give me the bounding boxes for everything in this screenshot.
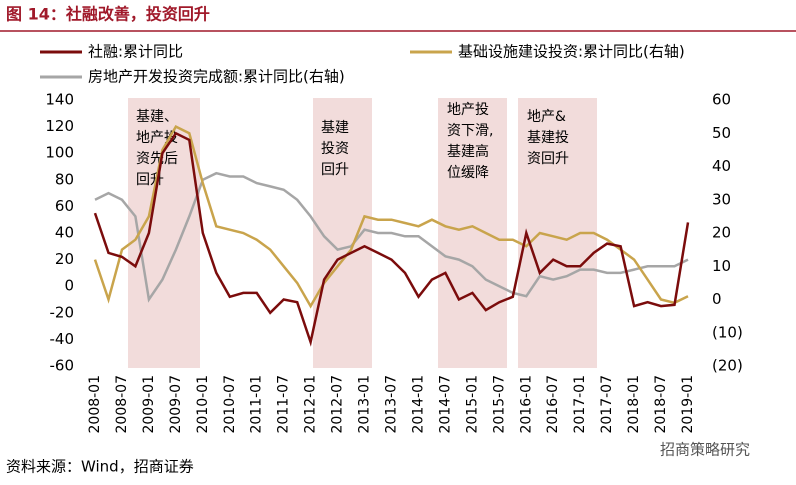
y-tick-label: 40	[55, 224, 74, 242]
y-tick-label: 120	[45, 117, 74, 135]
y2-tick-label: (10)	[712, 323, 743, 341]
legend-label: 房地产开发投资完成额:累计同比(右轴)	[88, 68, 345, 86]
annotation: 投资	[321, 141, 349, 157]
y2-tick-label: 30	[712, 190, 731, 208]
y-tick-label: -20	[50, 303, 75, 321]
y-tick-label: 80	[55, 170, 74, 188]
series-line	[94, 171, 689, 303]
annotation: 基建、	[136, 108, 178, 125]
x-tick-label: 2016-01	[518, 375, 534, 434]
annotation: 基建投	[527, 129, 569, 146]
y-tick-label: 140	[45, 91, 74, 109]
annotation: 地产&	[527, 109, 566, 125]
shaded-period	[438, 98, 507, 368]
x-tick-label: 2008-01	[87, 375, 103, 434]
x-tick-label: 2016-07	[545, 375, 561, 434]
annotation: 基建	[321, 119, 349, 136]
annotation: 回升	[321, 162, 349, 178]
y2-tick-label: 40	[712, 157, 731, 175]
legend-label: 社融:累计同比	[88, 43, 183, 61]
y2-tick-label: (20)	[712, 357, 743, 375]
source: 资料来源：Wind，招商证券	[6, 458, 194, 476]
x-tick-label: 2017-01	[572, 375, 588, 434]
annotation: 资回升	[527, 151, 569, 167]
x-tick-label: 2012-01	[303, 375, 319, 434]
y2-tick-label: 0	[712, 290, 722, 308]
series-line	[93, 131, 690, 347]
x-tick-label: 2010-01	[195, 375, 211, 434]
x-tick-label: 2011-07	[276, 375, 292, 434]
x-tick-label: 2018-07	[653, 375, 669, 434]
x-tick-label: 2013-07	[384, 375, 400, 434]
x-tick-label: 2008-07	[114, 375, 130, 434]
x-tick-label: 2019-01	[680, 375, 696, 434]
annotation: 基建高	[447, 143, 489, 160]
y2-tick-label: 50	[712, 124, 731, 142]
x-tick-label: 2014-07	[437, 375, 453, 434]
series-line	[93, 124, 689, 309]
x-tick-label: 2009-01	[141, 375, 157, 434]
x-tick-label: 2013-01	[357, 375, 373, 434]
y2-tick-label: 10	[712, 257, 731, 275]
y2-tick-label: 60	[712, 91, 731, 109]
watermark: 招商策略研究	[660, 441, 750, 459]
annotation: 地产投	[447, 102, 489, 118]
x-tick-label: 2010-07	[222, 375, 238, 434]
x-tick-label: 2018-01	[626, 375, 642, 434]
annotation: 资先后	[136, 151, 178, 167]
x-tick-label: 2014-01	[410, 375, 426, 434]
x-tick-label: 2012-07	[330, 375, 346, 434]
y-tick-label: 100	[45, 144, 74, 162]
x-tick-label: 2015-07	[491, 375, 507, 434]
y2-tick-label: 20	[712, 224, 731, 242]
x-tick-label: 2017-07	[599, 375, 615, 434]
y-tick-label: -40	[50, 330, 75, 348]
y-tick-label: 20	[55, 250, 74, 268]
annotation: 资下滑,	[447, 122, 493, 139]
x-tick-label: 2011-01	[249, 375, 265, 434]
y-tick-label: 0	[64, 277, 74, 295]
annotation: 位缓降	[447, 165, 489, 181]
legend-label: 基础设施建设投资:累计同比(右轴)	[458, 43, 685, 61]
y-tick-label: -60	[50, 357, 75, 375]
y-tick-label: 60	[55, 197, 74, 215]
chart-title: 图 14：社融改善，投资回升	[6, 5, 210, 24]
x-tick-label: 2009-07	[168, 375, 184, 434]
x-tick-label: 2015-01	[464, 375, 480, 434]
